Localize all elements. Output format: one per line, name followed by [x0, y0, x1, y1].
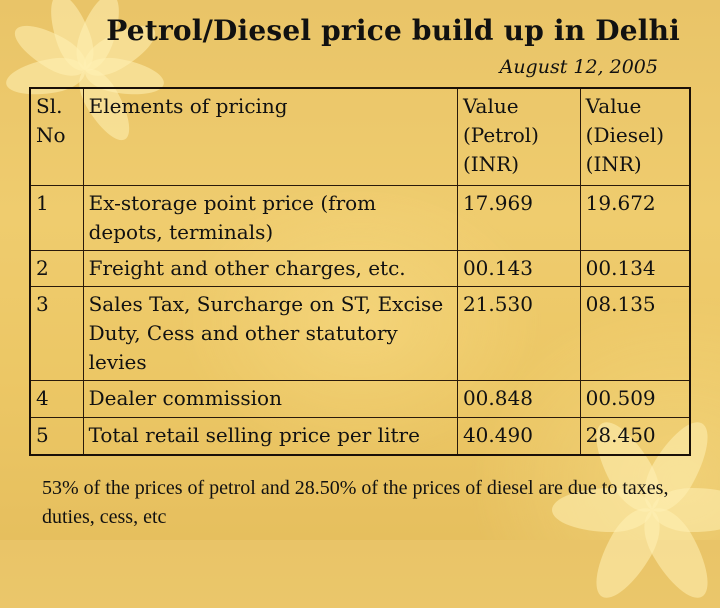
- cell-sl-no: 2: [30, 250, 84, 287]
- cell-petrol: 40.490: [456, 417, 581, 455]
- cell-element: Ex-storage point price (from depots, ter…: [82, 185, 458, 251]
- cell-diesel: 19.672: [579, 185, 691, 251]
- table-row: 5 Total retail selling price per litre 4…: [30, 417, 691, 455]
- cell-sl-no: 3: [30, 286, 84, 381]
- header-elements: Elements of pricing: [82, 88, 458, 186]
- cell-element: Sales Tax, Surcharge on ST, Excise Duty,…: [82, 286, 458, 381]
- cell-diesel: 08.135: [579, 286, 691, 381]
- cell-petrol: 21.530: [456, 286, 581, 381]
- cell-element: Total retail selling price per litre: [82, 417, 458, 455]
- footnote-text: 53% of the prices of petrol and 28.50% o…: [42, 477, 669, 528]
- cell-sl-no: 4: [30, 380, 84, 418]
- header-diesel: Value (Diesel) (INR): [579, 88, 691, 186]
- cell-petrol: 00.848: [456, 380, 581, 418]
- header-sl-no: Sl. No: [30, 88, 84, 186]
- table-row: 1 Ex-storage point price (from depots, t…: [30, 185, 691, 251]
- header-petrol: Value (Petrol) (INR): [456, 88, 581, 186]
- slide-title: Petrol/Diesel price build up in Delhi: [106, 14, 680, 47]
- table-row: 3 Sales Tax, Surcharge on ST, Excise Dut…: [30, 286, 691, 381]
- table-header-row: Sl. No Elements of pricing Value (Petrol…: [30, 88, 691, 186]
- cell-petrol: 17.969: [456, 185, 581, 251]
- cell-diesel: 00.509: [579, 380, 691, 418]
- cell-petrol: 00.143: [456, 250, 581, 287]
- cell-diesel: 28.450: [579, 417, 691, 455]
- cell-sl-no: 5: [30, 417, 84, 455]
- price-build-up-table: Sl. No Elements of pricing Value (Petrol…: [29, 87, 691, 456]
- table-row: 4 Dealer commission 00.848 00.509: [30, 380, 691, 418]
- cell-sl-no: 1: [30, 185, 84, 251]
- cell-element: Freight and other charges, etc.: [82, 250, 458, 287]
- cell-element: Dealer commission: [82, 380, 458, 418]
- slide-date: August 12, 2005: [499, 56, 658, 78]
- table-row: 2 Freight and other charges, etc. 00.143…: [30, 250, 691, 287]
- cell-diesel: 00.134: [579, 250, 691, 287]
